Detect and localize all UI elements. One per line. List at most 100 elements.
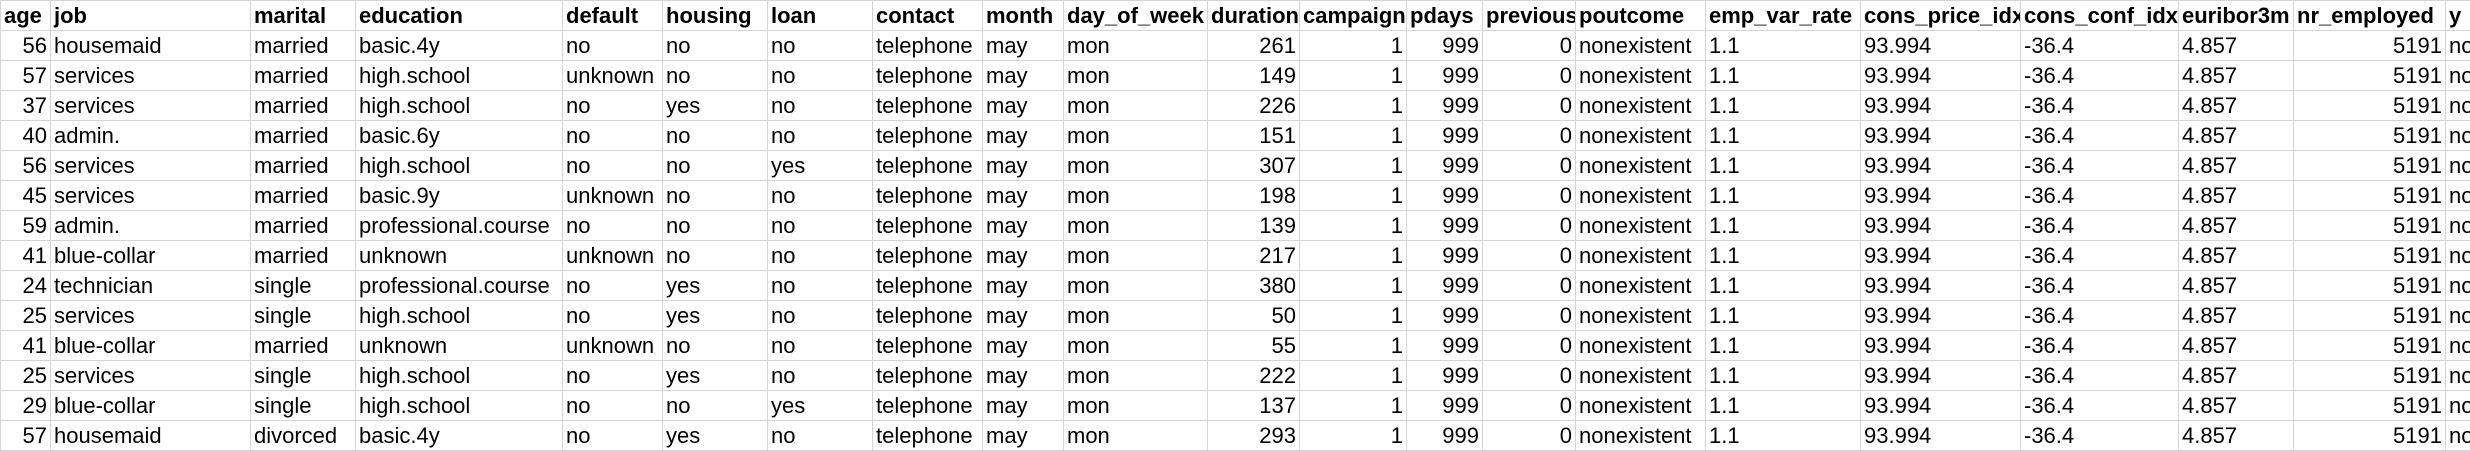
cell-pdays[interactable]: 999: [1407, 151, 1483, 181]
cell-emp-var-rate[interactable]: 1.1: [1706, 121, 1861, 151]
cell-housing[interactable]: no: [663, 391, 768, 421]
cell-housing[interactable]: yes: [663, 361, 768, 391]
cell-cons-price-idx[interactable]: 93.994: [1861, 91, 2021, 121]
cell-housing[interactable]: no: [663, 121, 768, 151]
cell-poutcome[interactable]: nonexistent: [1576, 241, 1706, 271]
cell-default[interactable]: unknown: [563, 181, 663, 211]
cell-nr-employed[interactable]: 5191: [2294, 331, 2446, 361]
cell-y[interactable]: no: [2446, 151, 2470, 181]
cell-poutcome[interactable]: nonexistent: [1576, 331, 1706, 361]
cell-job[interactable]: services: [51, 181, 251, 211]
cell-day-of-week[interactable]: mon: [1064, 361, 1208, 391]
cell-housing[interactable]: no: [663, 31, 768, 61]
cell-cons-price-idx[interactable]: 93.994: [1861, 211, 2021, 241]
cell-marital[interactable]: married: [251, 241, 356, 271]
cell-job[interactable]: admin.: [51, 211, 251, 241]
cell-marital[interactable]: married: [251, 31, 356, 61]
cell-campaign[interactable]: 1: [1300, 271, 1407, 301]
cell-contact[interactable]: telephone: [873, 61, 983, 91]
cell-poutcome[interactable]: nonexistent: [1576, 271, 1706, 301]
cell-marital[interactable]: married: [251, 331, 356, 361]
cell-previous[interactable]: 0: [1483, 31, 1576, 61]
cell-month[interactable]: may: [983, 121, 1064, 151]
column-header-emp-var-rate[interactable]: emp_var_rate: [1706, 1, 1861, 31]
cell-previous[interactable]: 0: [1483, 421, 1576, 451]
cell-nr-employed[interactable]: 5191: [2294, 31, 2446, 61]
cell-duration[interactable]: 139: [1208, 211, 1300, 241]
cell-contact[interactable]: telephone: [873, 151, 983, 181]
cell-poutcome[interactable]: nonexistent: [1576, 361, 1706, 391]
cell-duration[interactable]: 50: [1208, 301, 1300, 331]
cell-default[interactable]: no: [563, 91, 663, 121]
cell-euribor3m[interactable]: 4.857: [2179, 151, 2294, 181]
cell-cons-conf-idx[interactable]: -36.4: [2021, 61, 2179, 91]
cell-euribor3m[interactable]: 4.857: [2179, 421, 2294, 451]
cell-age[interactable]: 57: [1, 421, 51, 451]
cell-poutcome[interactable]: nonexistent: [1576, 181, 1706, 211]
cell-euribor3m[interactable]: 4.857: [2179, 91, 2294, 121]
column-header-default[interactable]: default: [563, 1, 663, 31]
cell-previous[interactable]: 0: [1483, 91, 1576, 121]
cell-day-of-week[interactable]: mon: [1064, 241, 1208, 271]
cell-default[interactable]: no: [563, 151, 663, 181]
cell-campaign[interactable]: 1: [1300, 31, 1407, 61]
cell-age[interactable]: 41: [1, 241, 51, 271]
cell-cons-conf-idx[interactable]: -36.4: [2021, 421, 2179, 451]
cell-loan[interactable]: no: [768, 181, 873, 211]
cell-cons-conf-idx[interactable]: -36.4: [2021, 241, 2179, 271]
cell-default[interactable]: unknown: [563, 61, 663, 91]
cell-nr-employed[interactable]: 5191: [2294, 301, 2446, 331]
cell-education[interactable]: basic.4y: [356, 31, 563, 61]
cell-day-of-week[interactable]: mon: [1064, 121, 1208, 151]
cell-duration[interactable]: 137: [1208, 391, 1300, 421]
column-header-y[interactable]: y: [2446, 1, 2470, 31]
cell-month[interactable]: may: [983, 361, 1064, 391]
cell-pdays[interactable]: 999: [1407, 211, 1483, 241]
cell-duration[interactable]: 151: [1208, 121, 1300, 151]
cell-pdays[interactable]: 999: [1407, 181, 1483, 211]
cell-cons-price-idx[interactable]: 93.994: [1861, 271, 2021, 301]
cell-job[interactable]: services: [51, 301, 251, 331]
column-header-euribor3m[interactable]: euribor3m: [2179, 1, 2294, 31]
column-header-housing[interactable]: housing: [663, 1, 768, 31]
column-header-campaign[interactable]: campaign: [1300, 1, 1407, 31]
cell-age[interactable]: 25: [1, 301, 51, 331]
cell-housing[interactable]: yes: [663, 91, 768, 121]
cell-y[interactable]: no: [2446, 121, 2470, 151]
cell-pdays[interactable]: 999: [1407, 361, 1483, 391]
cell-marital[interactable]: married: [251, 181, 356, 211]
cell-pdays[interactable]: 999: [1407, 301, 1483, 331]
cell-cons-price-idx[interactable]: 93.994: [1861, 121, 2021, 151]
cell-month[interactable]: may: [983, 271, 1064, 301]
cell-housing[interactable]: yes: [663, 271, 768, 301]
cell-age[interactable]: 56: [1, 151, 51, 181]
cell-pdays[interactable]: 999: [1407, 331, 1483, 361]
cell-age[interactable]: 29: [1, 391, 51, 421]
cell-pdays[interactable]: 999: [1407, 241, 1483, 271]
cell-contact[interactable]: telephone: [873, 391, 983, 421]
cell-pdays[interactable]: 999: [1407, 91, 1483, 121]
cell-emp-var-rate[interactable]: 1.1: [1706, 211, 1861, 241]
cell-education[interactable]: high.school: [356, 61, 563, 91]
cell-education[interactable]: professional.course: [356, 271, 563, 301]
cell-pdays[interactable]: 999: [1407, 61, 1483, 91]
cell-nr-employed[interactable]: 5191: [2294, 91, 2446, 121]
cell-marital[interactable]: married: [251, 211, 356, 241]
cell-emp-var-rate[interactable]: 1.1: [1706, 391, 1861, 421]
cell-age[interactable]: 24: [1, 271, 51, 301]
cell-loan[interactable]: no: [768, 331, 873, 361]
cell-poutcome[interactable]: nonexistent: [1576, 391, 1706, 421]
cell-marital[interactable]: married: [251, 61, 356, 91]
cell-age[interactable]: 59: [1, 211, 51, 241]
cell-cons-price-idx[interactable]: 93.994: [1861, 391, 2021, 421]
cell-housing[interactable]: no: [663, 241, 768, 271]
cell-loan[interactable]: yes: [768, 391, 873, 421]
cell-cons-price-idx[interactable]: 93.994: [1861, 151, 2021, 181]
cell-age[interactable]: 40: [1, 121, 51, 151]
cell-day-of-week[interactable]: mon: [1064, 331, 1208, 361]
cell-previous[interactable]: 0: [1483, 181, 1576, 211]
cell-age[interactable]: 57: [1, 61, 51, 91]
cell-y[interactable]: no: [2446, 361, 2470, 391]
cell-loan[interactable]: yes: [768, 151, 873, 181]
cell-housing[interactable]: yes: [663, 421, 768, 451]
